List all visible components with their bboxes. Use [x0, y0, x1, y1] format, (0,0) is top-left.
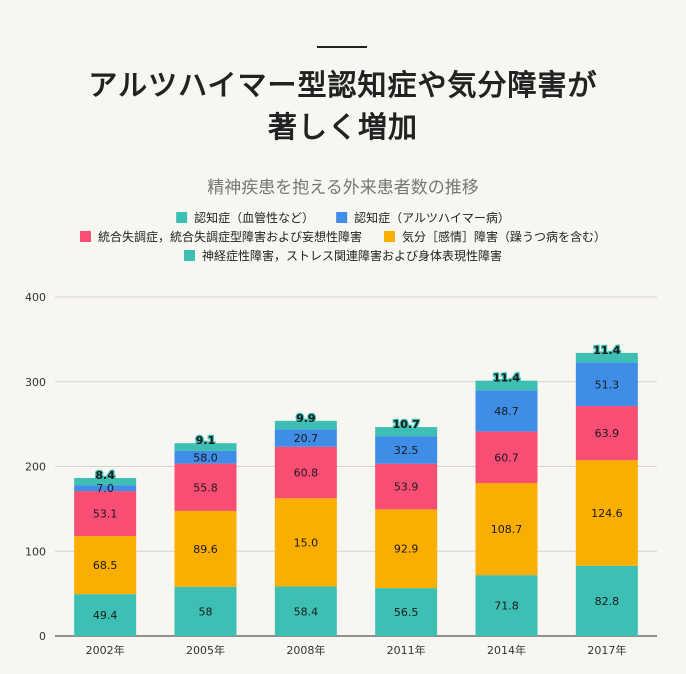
- legend-swatch: [183, 250, 195, 261]
- bars: [74, 352, 638, 636]
- y-tick-label: 100: [25, 545, 46, 558]
- y-tick-label: 0: [39, 630, 46, 643]
- bar-segment: [74, 491, 137, 537]
- legend-swatch: [336, 212, 348, 223]
- data-label: 49.4: [93, 609, 118, 622]
- data-label: 55.8: [193, 481, 218, 494]
- page-title-line-1: アルツハイマー型認知症や気分障害が: [88, 68, 598, 102]
- data-label: 53.1: [93, 508, 118, 521]
- bar-segment: [174, 450, 237, 464]
- bar-segment: [274, 498, 337, 587]
- legend-label: 認知症（アルツハイマー病）: [354, 210, 510, 225]
- bar-segment: [74, 594, 137, 636]
- bar-segment: [375, 463, 438, 510]
- bar-segment: [475, 483, 538, 576]
- bar-segment: [375, 427, 438, 437]
- bar-segment: [575, 565, 638, 636]
- axes: 0 100 200 300 400 2002年 2005年 2008年 2011年 2014年 20…: [25, 291, 626, 657]
- data-label: 11.4: [493, 372, 520, 385]
- bar-segment: [375, 509, 438, 589]
- data-label: 56.5: [394, 606, 419, 619]
- data-label: 92.9: [394, 543, 419, 556]
- data-label: 60.7: [494, 451, 519, 464]
- bar-segment: [575, 352, 638, 363]
- data-labels: 49.4 68.5 53.1 7.08.4 58 89.6 55.8 58.0 9.1 58.4 1…: [93, 343, 623, 622]
- data-label: 7.0: [96, 482, 114, 495]
- legend-label: 気分［感情］障害（躁うつ病を含む）: [402, 229, 606, 244]
- legend-label: 統合失調症，統合失調症型障害および妄想性障害: [98, 229, 362, 244]
- legend-swatch: [176, 212, 188, 223]
- data-label: 9.9: [296, 412, 316, 425]
- y-tick-label: 400: [25, 291, 46, 304]
- bar-segment: [475, 575, 538, 636]
- legend-row: 統合失調症，統合失調症型障害および妄想性障害 気分［感情］障害（躁うつ病を含む）: [79, 229, 606, 244]
- y-tick-label: 200: [25, 461, 46, 474]
- chart-title: 精神疾患を抱える外来患者数の推移: [207, 178, 479, 198]
- chart-legend: 認知症（血管性など） 認知症（アルツハイマー病） 統合失調症，統合失調症型障害および…: [79, 210, 606, 263]
- x-tick-label: 2005年: [186, 643, 225, 657]
- data-label: 60.8: [294, 467, 319, 480]
- data-label: 8.4: [95, 469, 115, 482]
- data-label: 53.9: [394, 481, 419, 494]
- bar-segment: [174, 443, 237, 451]
- data-label: 68.5: [93, 559, 118, 572]
- y-tick-label: 300: [25, 376, 46, 389]
- bar-segment: [74, 485, 137, 492]
- bar-segment: [575, 362, 638, 407]
- bar-segment: [74, 536, 137, 595]
- x-tick-label: 2002年: [86, 643, 125, 657]
- data-label: 89.6: [193, 543, 218, 556]
- bar-segment: [274, 446, 337, 499]
- data-label: 11.4: [593, 344, 620, 357]
- bar-segment: [274, 429, 337, 447]
- legend-label: 認知症（血管性など）: [194, 210, 314, 225]
- bar-segment: [375, 436, 438, 464]
- bar-segment: [475, 431, 538, 484]
- legend-row: 神経症性障害，ストレス関連障害および身体表現性障害: [183, 248, 502, 263]
- data-label: 51.3: [595, 378, 620, 391]
- x-tick-label: 2014年: [487, 643, 526, 657]
- data-label: 63.9: [595, 427, 620, 440]
- page-title: アルツハイマー型認知症や気分障害が 著しく増加: [0, 64, 686, 148]
- data-label: 124.6: [591, 507, 623, 520]
- bar-segment: [575, 460, 638, 566]
- bar-segment: [274, 420, 337, 430]
- data-label: 10.7: [393, 418, 420, 431]
- x-tick-label: 2008年: [286, 643, 325, 657]
- data-label: 15.0: [294, 536, 319, 549]
- bar-segment: [274, 586, 337, 636]
- data-label: 82.8: [595, 595, 620, 608]
- bar-segment: [174, 510, 237, 587]
- bar-segment: [375, 588, 438, 636]
- data-label: 48.7: [494, 405, 519, 418]
- data-label: 58: [199, 605, 213, 618]
- data-label: 71.8: [494, 600, 519, 613]
- bar-segment: [174, 463, 237, 511]
- legend-row: 認知症（血管性など） 認知症（アルツハイマー病）: [176, 210, 510, 225]
- data-label: 20.7: [294, 432, 319, 445]
- legend-swatch: [79, 231, 91, 242]
- data-label: 108.7: [491, 523, 523, 536]
- gridlines: [55, 296, 657, 637]
- x-tick-label: 2017年: [587, 643, 626, 657]
- data-label: 32.5: [394, 444, 419, 457]
- data-label: 58.4: [294, 605, 319, 618]
- bar-segment: [475, 390, 538, 432]
- bar-segment: [575, 406, 638, 461]
- page-title-line-2: 著しく増加: [267, 110, 418, 144]
- data-label: 58.0: [193, 451, 218, 464]
- x-tick-label: 2011年: [387, 643, 426, 657]
- data-label: 9.1: [196, 434, 216, 447]
- bar-segment: [174, 586, 237, 636]
- legend-swatch: [384, 231, 395, 242]
- bar-segment: [475, 380, 538, 391]
- bar-segment: [74, 478, 137, 486]
- legend-label: 神経症性障害，ストレス関連障害および身体表現性障害: [202, 248, 502, 263]
- decorative-rule: [317, 46, 367, 48]
